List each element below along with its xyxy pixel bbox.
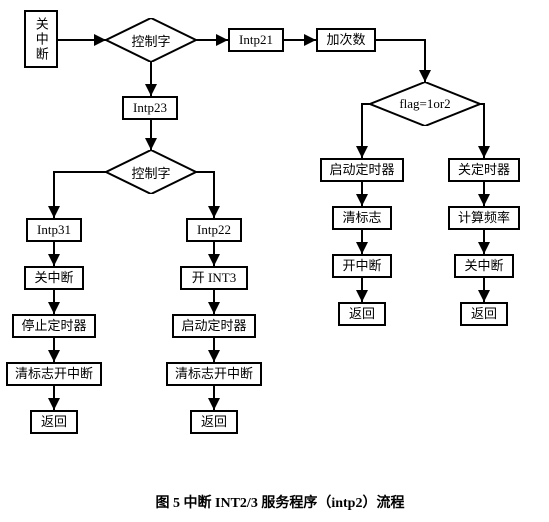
- node-open_int3: 开 INT3: [180, 266, 248, 290]
- node-close_timer_R: 关定时器: [448, 158, 520, 182]
- node-ret_31: 返回: [30, 410, 78, 434]
- edge-addcount-flag: [376, 40, 425, 82]
- node-close_int_R: 关中断: [454, 254, 514, 278]
- node-flag: flag=1or2: [370, 82, 480, 126]
- node-open_int_L: 开中断: [332, 254, 392, 278]
- edge-ctrl2-intp31: [54, 172, 106, 218]
- node-ctrl1: 控制字: [106, 18, 196, 62]
- node-intp23: Intp23: [122, 96, 178, 120]
- node-ret_22: 返回: [190, 410, 238, 434]
- node-clear_open_31: 清标志开中断: [6, 362, 102, 386]
- node-stop_timer: 停止定时器: [12, 314, 96, 338]
- edge-flag-close_timer_R: [480, 104, 484, 158]
- node-ctrl2: 控制字: [106, 150, 196, 194]
- node-addcount: 加次数: [316, 28, 376, 52]
- figure-caption: 图 5 中断 INT2/3 服务程序（intp2）流程: [90, 492, 470, 512]
- node-ret_L: 返回: [338, 302, 386, 326]
- node-close_int_31: 关中断: [24, 266, 84, 290]
- node-start: 关中断: [24, 10, 58, 68]
- node-start_timer_22: 启动定时器: [172, 314, 256, 338]
- node-clear_flag_L: 清标志: [332, 206, 392, 230]
- node-calc_freq_R: 计算频率: [448, 206, 520, 230]
- node-intp21: Intp21: [228, 28, 284, 52]
- node-clear_open_22: 清标志开中断: [166, 362, 262, 386]
- edge-flag-start_timer_L: [362, 104, 370, 158]
- node-ret_R: 返回: [460, 302, 508, 326]
- node-intp31: Intp31: [26, 218, 82, 242]
- node-start_timer_L: 启动定时器: [320, 158, 404, 182]
- edge-ctrl2-intp22: [196, 172, 214, 218]
- node-intp22: Intp22: [186, 218, 242, 242]
